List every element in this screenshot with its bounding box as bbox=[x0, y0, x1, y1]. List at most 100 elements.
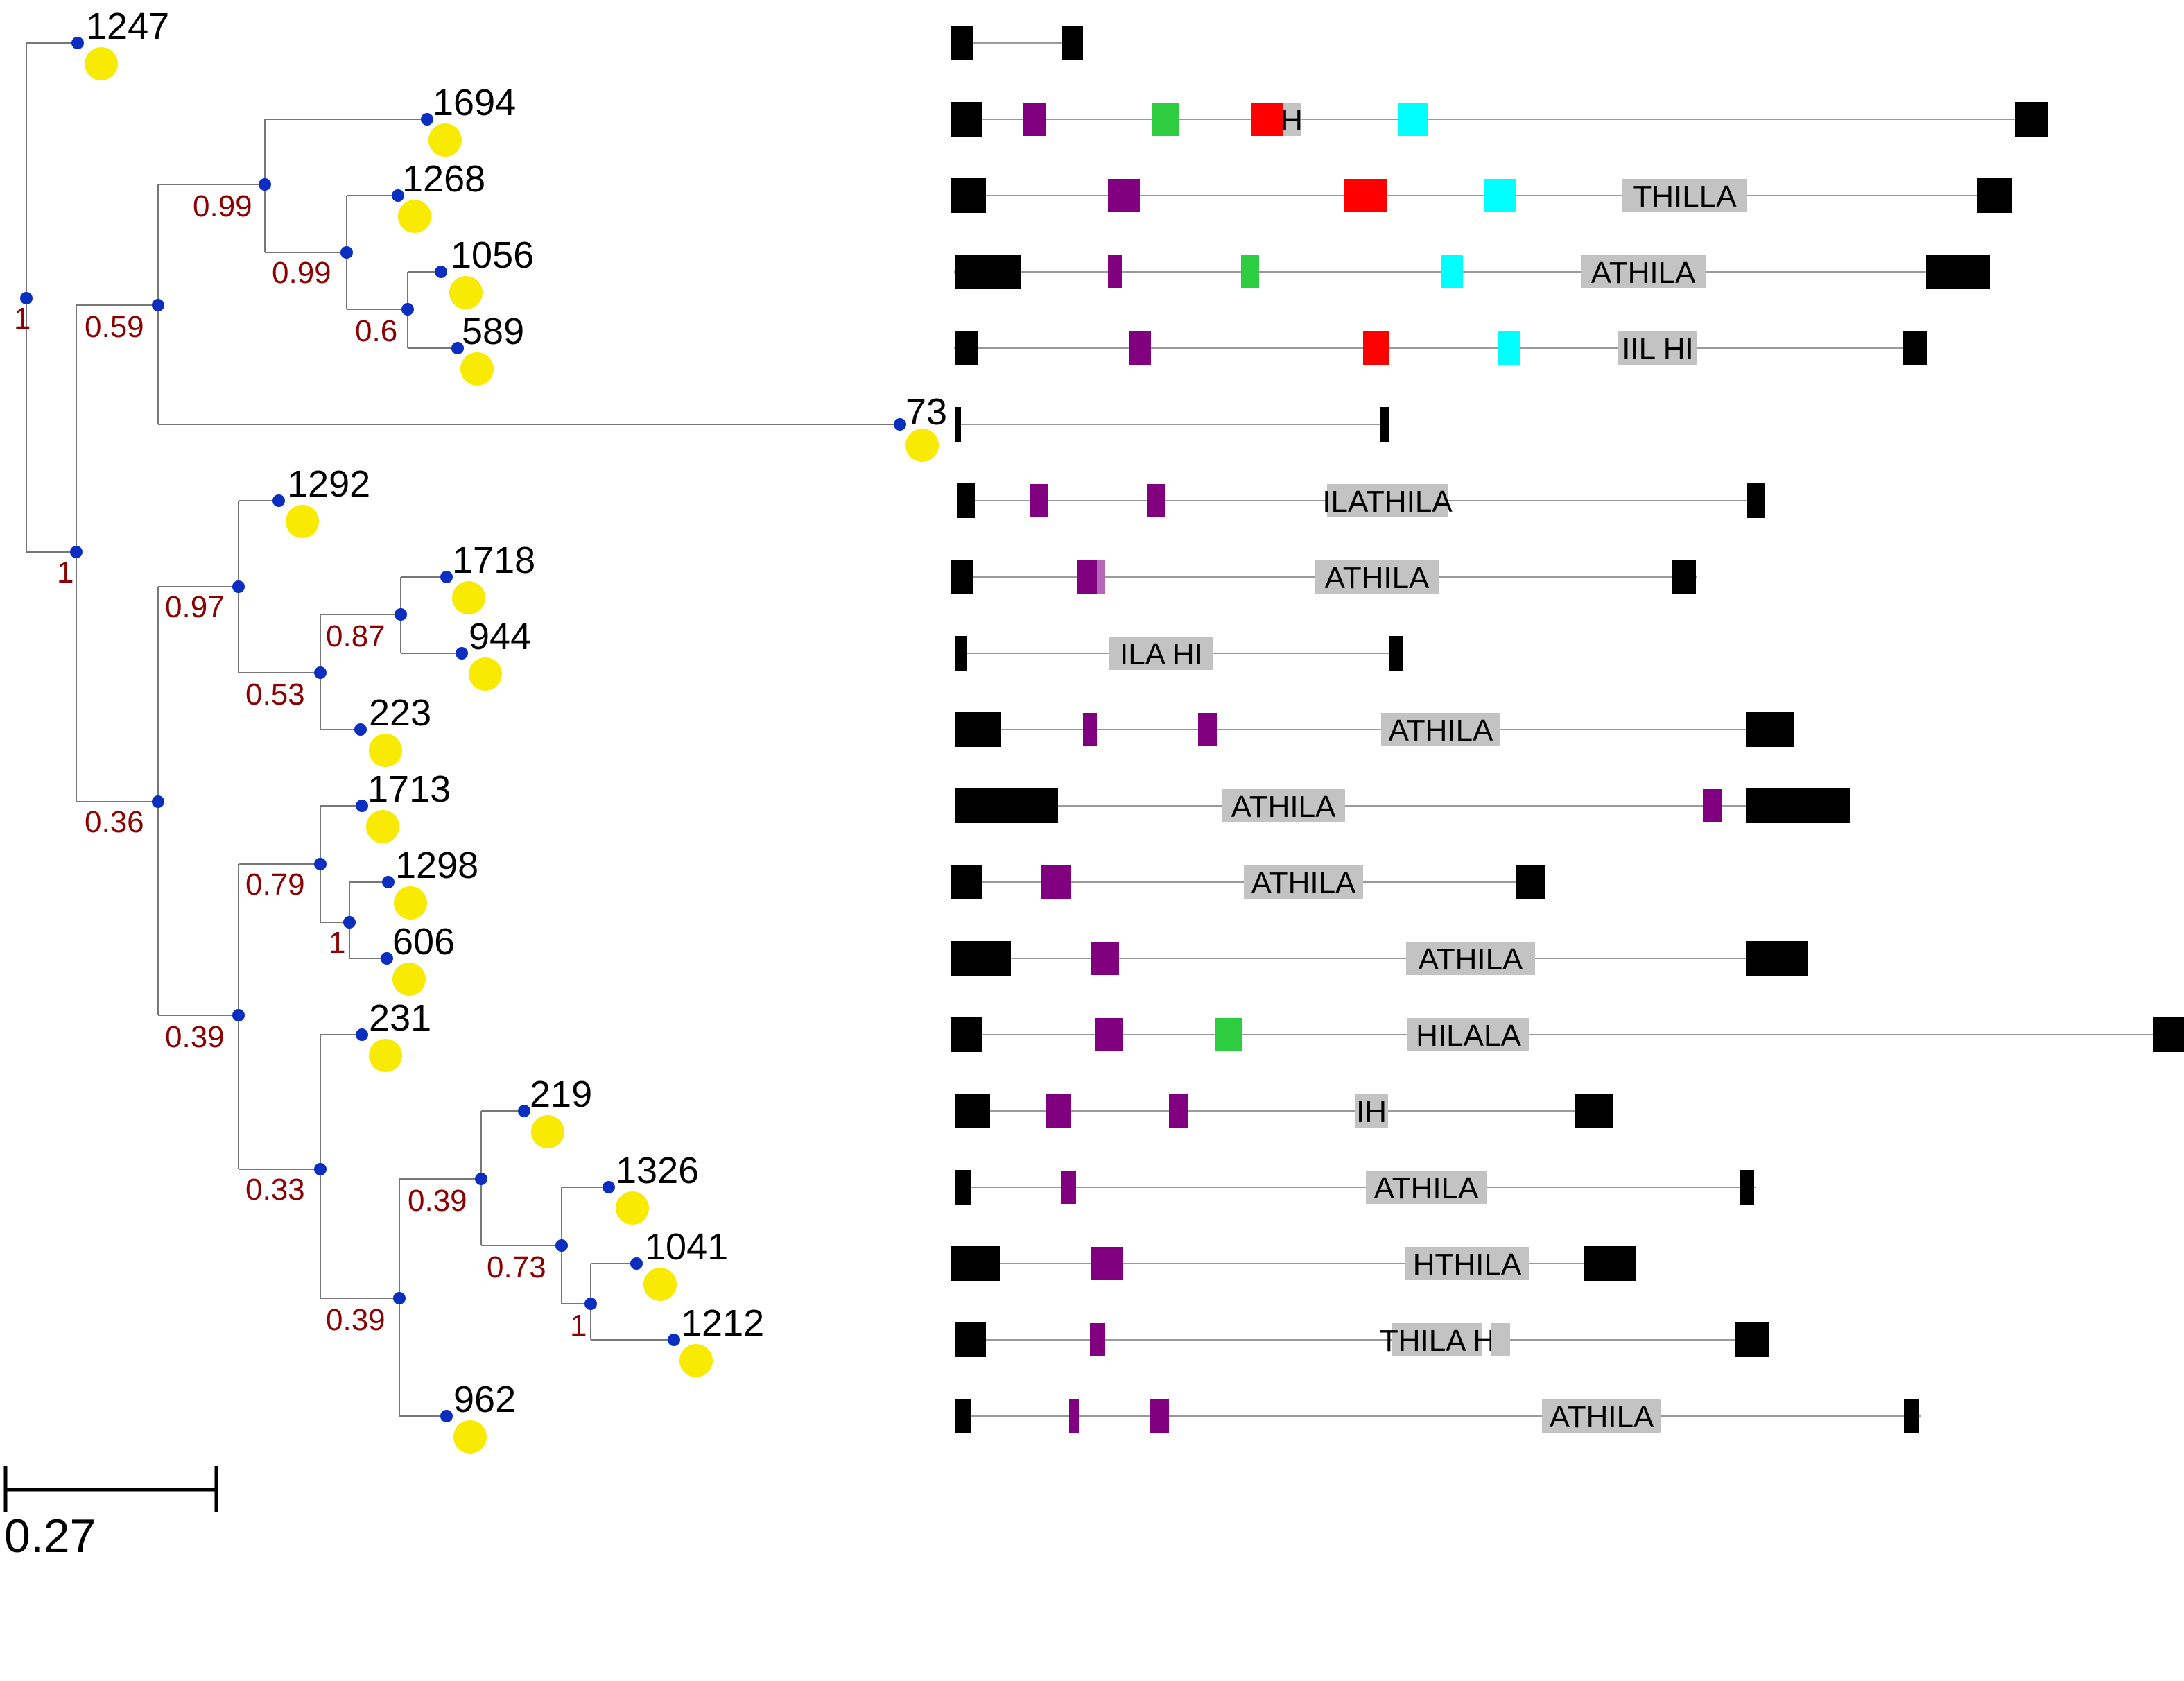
leaf-label: 606 bbox=[392, 921, 455, 963]
leaf-label: 944 bbox=[469, 616, 531, 657]
support-value-label: 1 bbox=[329, 926, 345, 960]
support-value-label: 1 bbox=[570, 1309, 587, 1343]
leaf-circle bbox=[452, 581, 485, 614]
annotation-box bbox=[1581, 255, 1706, 288]
leaf-node-dot bbox=[435, 266, 447, 278]
internal-node-dot bbox=[259, 178, 271, 191]
internal-node-dot bbox=[152, 299, 164, 311]
ltr-block bbox=[1747, 483, 1765, 518]
annotation-box bbox=[1366, 1171, 1487, 1204]
ltr-block bbox=[955, 1322, 986, 1357]
support-labels: 1 0.99 0.99 0.59 0.6 1 0.97 0.87 0.53 0.36 0.79 1 0.… bbox=[14, 189, 587, 1343]
domain-block bbox=[1077, 560, 1097, 594]
annotation-label: ATHILA bbox=[1591, 256, 1696, 290]
leaf-label: 1298 bbox=[395, 845, 478, 886]
ltr-block bbox=[1380, 407, 1389, 442]
node-markers bbox=[20, 37, 906, 1422]
annotation-label: IIL HI bbox=[1622, 332, 1694, 366]
support-value-label: 0.97 bbox=[165, 590, 225, 624]
leaf-circle bbox=[366, 810, 399, 843]
annotation-box bbox=[1355, 1094, 1388, 1128]
leaf-label: 1212 bbox=[681, 1302, 764, 1344]
ltr-block bbox=[1735, 1322, 1769, 1357]
annotation-label: ATHILA bbox=[1374, 1171, 1479, 1205]
ltr-block bbox=[1389, 636, 1403, 671]
internal-node-dot bbox=[395, 608, 407, 621]
annotation-box bbox=[1542, 1399, 1661, 1433]
internal-node-dot bbox=[314, 1163, 327, 1175]
internal-node-dot bbox=[152, 795, 164, 808]
ltr-block bbox=[955, 331, 978, 365]
leaf-markers bbox=[85, 47, 939, 1454]
ltr-block bbox=[955, 1094, 990, 1128]
leaf-circle bbox=[85, 47, 118, 80]
annotation-label: H bbox=[1281, 103, 1303, 137]
leaf-circle bbox=[531, 1115, 564, 1148]
domain-block bbox=[1150, 1399, 1169, 1433]
ltr-block bbox=[955, 712, 1001, 747]
leaf-node-dot bbox=[894, 418, 906, 431]
domain-block bbox=[1095, 1018, 1123, 1051]
annotation-box bbox=[1392, 1323, 1482, 1356]
annotation-label: ATHILA bbox=[1389, 714, 1493, 748]
ltr-block bbox=[1903, 331, 1927, 365]
internal-node-dot bbox=[393, 1292, 406, 1304]
element-structure-tracks: H THILLA ATHILA IIL HI ILATHILA ATHILA ILA HI A… bbox=[951, 26, 2184, 1434]
leaf-circle bbox=[394, 886, 427, 920]
ltr-block bbox=[951, 178, 986, 213]
annotation-box bbox=[1406, 942, 1535, 975]
domain-block bbox=[1344, 179, 1387, 212]
leaf-node-dot bbox=[354, 723, 367, 736]
domain-block bbox=[1041, 865, 1071, 899]
leaf-circle bbox=[369, 1039, 402, 1072]
domain-block bbox=[1108, 179, 1140, 212]
domain-block bbox=[1023, 103, 1046, 136]
ltr-block bbox=[2153, 1017, 2184, 1052]
leaf-circle bbox=[449, 276, 483, 309]
leaf-node-dot bbox=[381, 952, 393, 965]
leaf-label: 1694 bbox=[433, 82, 516, 123]
annotation-box bbox=[1283, 103, 1301, 136]
internal-node-dot bbox=[340, 246, 353, 259]
domain-block bbox=[1069, 1399, 1079, 1433]
annotation-label: ATHILA bbox=[1419, 942, 1523, 976]
leaf-node-dot bbox=[356, 1028, 368, 1041]
leaf-circle bbox=[392, 963, 426, 996]
domain-block bbox=[1251, 103, 1284, 136]
leaf-node-dot bbox=[71, 37, 84, 49]
internal-node-dot bbox=[314, 666, 327, 679]
ltr-block bbox=[1516, 865, 1545, 899]
leaf-label: 73 bbox=[905, 391, 947, 433]
domain-block bbox=[1398, 103, 1428, 136]
ltr-block bbox=[951, 102, 982, 137]
domain-block bbox=[1198, 713, 1217, 746]
annotation-label: HILALA bbox=[1416, 1019, 1521, 1053]
annotation-label: ATHILA bbox=[1251, 866, 1356, 900]
leaf-node-dot bbox=[440, 1410, 453, 1422]
domain-block bbox=[1108, 255, 1122, 288]
ltr-block bbox=[1977, 178, 2012, 213]
internal-node-dot bbox=[314, 858, 327, 870]
internal-node-dot bbox=[584, 1298, 597, 1310]
leaf-node-dot bbox=[272, 494, 285, 507]
support-value-label: 0.39 bbox=[165, 1020, 225, 1054]
domain-block bbox=[1241, 255, 1259, 288]
annotation-label: ATHILA bbox=[1231, 790, 1336, 824]
domain-block bbox=[1703, 789, 1722, 822]
leaf-circle bbox=[616, 1191, 649, 1225]
ltr-block bbox=[1904, 1399, 1919, 1433]
leaf-circle bbox=[453, 1420, 487, 1454]
leaf-node-dot bbox=[668, 1334, 680, 1346]
support-value-label: 0.87 bbox=[326, 619, 385, 653]
leaf-label: 1718 bbox=[452, 540, 535, 581]
annotation-label: HTHILA bbox=[1413, 1248, 1522, 1282]
ltr-block bbox=[1746, 712, 1794, 747]
ltr-block bbox=[1672, 560, 1696, 594]
ltr-block bbox=[1584, 1246, 1636, 1281]
leaf-label: 962 bbox=[453, 1379, 516, 1420]
annotation-box bbox=[1491, 1323, 1510, 1356]
leaf-node-dot bbox=[518, 1105, 530, 1117]
ltr-block bbox=[951, 26, 973, 60]
leaf-label: 589 bbox=[462, 311, 524, 352]
internal-node-dot bbox=[555, 1239, 568, 1252]
